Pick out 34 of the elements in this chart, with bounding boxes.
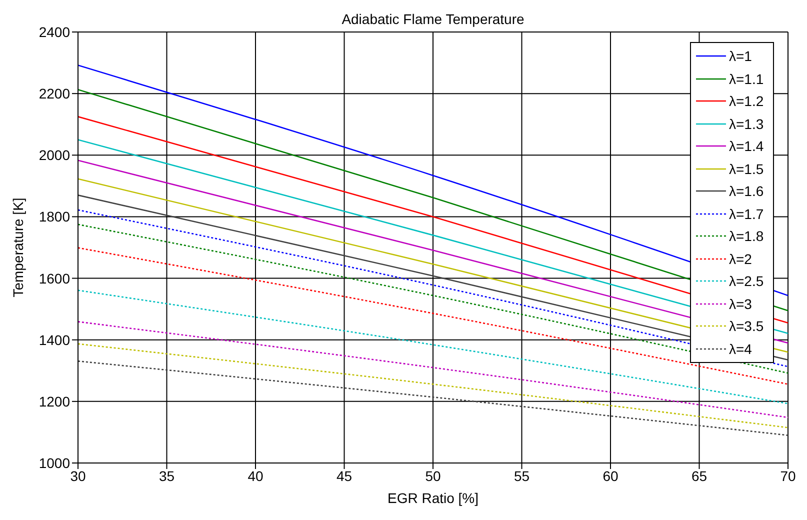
y-tick-label: 1200 bbox=[38, 393, 70, 410]
x-tick-label: 65 bbox=[691, 468, 708, 484]
y-axis-title: Temperature [K] bbox=[10, 198, 26, 298]
legend-label: λ=1.2 bbox=[729, 93, 764, 110]
x-axis-title: EGR Ratio [%] bbox=[387, 490, 479, 506]
x-tick-label: 30 bbox=[70, 468, 86, 484]
y-tick-label: 2200 bbox=[38, 86, 70, 102]
legend-label: λ=3.5 bbox=[729, 318, 764, 334]
chart-title: Adiabatic Flame Temperature bbox=[342, 11, 525, 27]
legend-label: λ=3 bbox=[729, 296, 752, 312]
x-tick-label: 35 bbox=[158, 468, 175, 484]
legend-label: λ=4 bbox=[729, 340, 752, 357]
x-tick-label: 40 bbox=[248, 468, 264, 484]
legend-label: λ=1.4 bbox=[729, 138, 764, 154]
y-tick-label: 1400 bbox=[38, 332, 70, 348]
legend-label: λ=1.5 bbox=[729, 160, 764, 177]
y-tick-label: 1800 bbox=[38, 208, 70, 225]
x-tick-label: 55 bbox=[514, 468, 530, 484]
legend-label: λ=1.3 bbox=[729, 116, 764, 132]
legend-label: λ=1.8 bbox=[729, 228, 764, 244]
legend-label: λ=1.1 bbox=[729, 70, 764, 87]
x-tick-label: 60 bbox=[602, 468, 618, 484]
legend-label: λ=1.6 bbox=[729, 183, 764, 200]
y-tick-label: 2000 bbox=[38, 147, 70, 164]
legend-label: λ=1.7 bbox=[729, 206, 764, 222]
y-tick-label: 1000 bbox=[38, 454, 70, 471]
y-tick-label: 2400 bbox=[38, 24, 70, 40]
x-tick-label: 50 bbox=[425, 468, 441, 484]
legend-label: λ=1 bbox=[729, 48, 752, 64]
x-tick-label: 45 bbox=[336, 468, 352, 484]
legend-label: λ=2.5 bbox=[729, 273, 764, 290]
legend-label: λ=2 bbox=[729, 250, 752, 267]
x-tick-label: 70 bbox=[780, 468, 796, 484]
y-tick-label: 1600 bbox=[38, 270, 70, 286]
